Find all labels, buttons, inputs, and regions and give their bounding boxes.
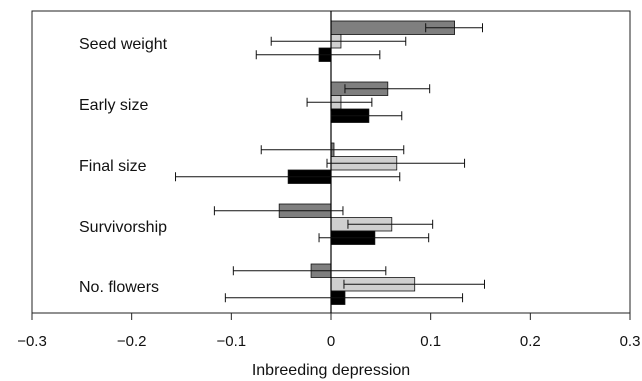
category-labels-group: Seed weight Early size Final size Survivors…: [79, 36, 168, 296]
x-tick-label: 0.3: [620, 333, 641, 350]
x-tick-label: −0.3: [17, 333, 47, 350]
x-ticks-group: −0.3 −0.2 −0.1 0 0.1 0.2 0.3: [17, 313, 640, 350]
x-tick-label: −0.1: [217, 333, 247, 350]
x-axis-title: Inbreeding depression: [252, 362, 410, 379]
x-tick-label: 0.1: [420, 333, 441, 350]
category-label: Survivorship: [79, 219, 167, 236]
x-tick-label: 0: [327, 333, 335, 350]
x-tick-label: −0.2: [117, 333, 147, 350]
category-label: Seed weight: [79, 36, 168, 53]
category-label: Early size: [79, 97, 148, 114]
errorbars-group: [175, 23, 485, 303]
category-label: No. flowers: [79, 279, 159, 296]
category-label: Final size: [79, 158, 147, 175]
x-tick-label: 0.2: [520, 333, 541, 350]
